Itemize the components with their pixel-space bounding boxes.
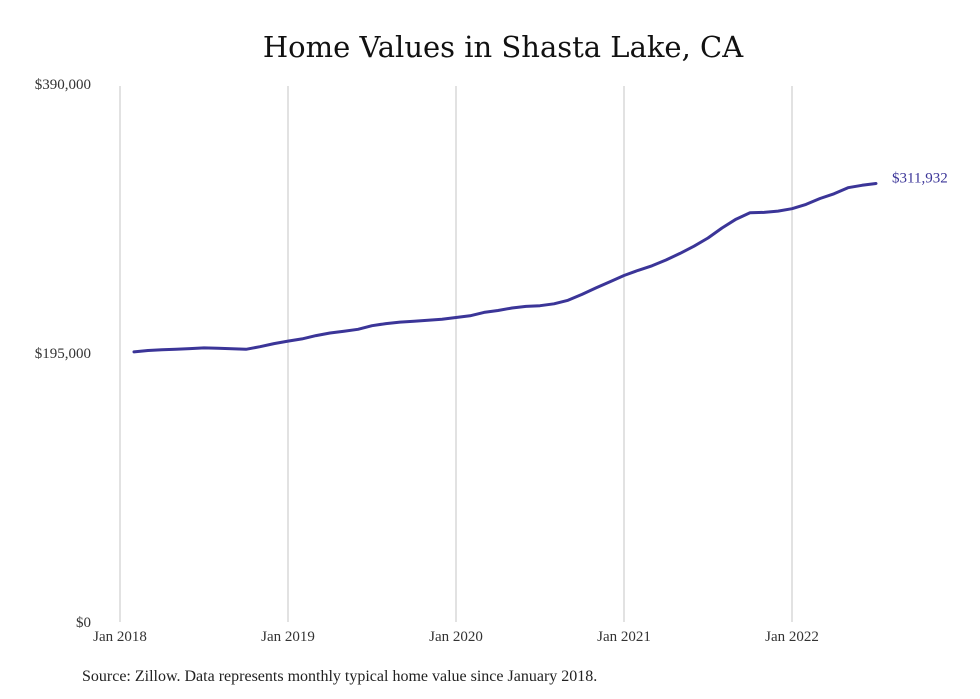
end-value-label: $311,932: [892, 170, 948, 186]
y-tick-label: $0: [76, 615, 91, 631]
source-note: Source: Zillow. Data represents monthly …: [82, 668, 598, 685]
x-tick-label: Jan 2020: [429, 629, 483, 645]
x-tick-label: Jan 2022: [765, 629, 819, 645]
y-axis-tick-labels: $0 $195,000 $390,000: [35, 77, 91, 631]
x-tick-label: Jan 2018: [93, 629, 147, 645]
x-axis-tick-labels: Jan 2018 Jan 2019 Jan 2020 Jan 2021 Jan 2022: [93, 629, 819, 645]
y-tick-label: $390,000: [35, 77, 91, 93]
vertical-gridlines: [119, 86, 793, 622]
x-tick-label: Jan 2019: [261, 629, 315, 645]
series-line-0: [132, 182, 878, 354]
chart-title: Home Values in Shasta Lake, CA: [262, 30, 744, 64]
y-tick-label: $195,000: [35, 346, 91, 362]
x-tick-label: Jan 2021: [597, 629, 651, 645]
series-layer: $311,932: [132, 170, 948, 354]
